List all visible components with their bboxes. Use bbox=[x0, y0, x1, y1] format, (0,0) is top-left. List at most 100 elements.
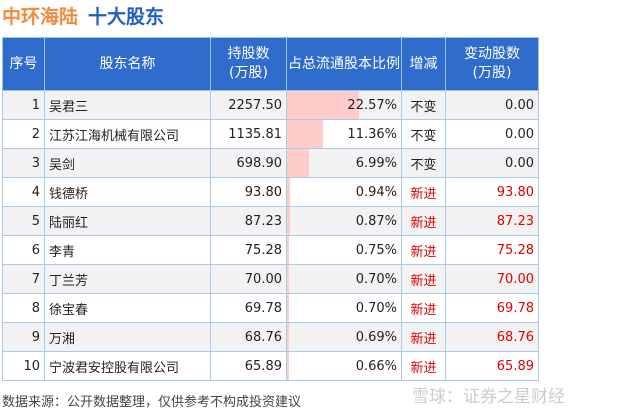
column-header: 序号 bbox=[2, 37, 45, 91]
ratio-cell: 0.94% bbox=[286, 177, 402, 207]
ratio-bar bbox=[287, 149, 310, 177]
shares-held: 93.80 bbox=[210, 177, 287, 207]
change-shares: 75.28 bbox=[445, 235, 539, 265]
shareholder-name: 吴剑 bbox=[44, 148, 211, 178]
ratio-bar bbox=[287, 294, 290, 322]
row-number: 10 bbox=[2, 351, 45, 381]
change-status: 新进 bbox=[401, 322, 446, 352]
ratio-label: 0.70% bbox=[355, 271, 397, 287]
ratio-label: 0.87% bbox=[355, 213, 397, 229]
ratio-cell: 0.87% bbox=[286, 206, 402, 236]
table-row: 9 万湘 68.76 0.69% 新进 68.76 bbox=[2, 322, 539, 352]
change-shares: 0.00 bbox=[445, 119, 539, 149]
ratio-cell: 22.57% bbox=[286, 90, 402, 120]
shares-held: 2257.50 bbox=[210, 90, 287, 120]
shareholders-table: 序号 股东名称 持股数 (万股) 占总流通股本比例 增减 变动股数 (万股) 1 吴君三 … bbox=[2, 37, 539, 381]
ratio-label: 0.66% bbox=[355, 358, 397, 374]
change-shares: 87.23 bbox=[445, 206, 539, 236]
row-number: 7 bbox=[2, 264, 45, 294]
row-number: 4 bbox=[2, 177, 45, 207]
row-number: 9 bbox=[2, 322, 45, 352]
shares-held: 87.23 bbox=[210, 206, 287, 236]
change-status: 新进 bbox=[401, 351, 446, 381]
shares-held: 70.00 bbox=[210, 264, 287, 294]
ratio-bar bbox=[287, 207, 290, 235]
ratio-cell: 6.99% bbox=[286, 148, 402, 178]
column-header: 持股数 (万股) bbox=[210, 37, 287, 91]
table-row: 2 江苏江海机械有限公司 1135.81 11.36% 不变 0.00 bbox=[2, 119, 539, 149]
ratio-cell: 0.66% bbox=[286, 351, 402, 381]
shares-held: 75.28 bbox=[210, 235, 287, 265]
company-name: 中环海陆 bbox=[2, 6, 79, 28]
ratio-bar bbox=[287, 178, 290, 206]
shareholder-name: 江苏江海机械有限公司 bbox=[44, 119, 211, 149]
shares-held: 68.76 bbox=[210, 322, 287, 352]
shareholder-name: 万湘 bbox=[44, 322, 211, 352]
ratio-cell: 0.70% bbox=[286, 293, 402, 323]
column-header: 股东名称 bbox=[44, 37, 211, 91]
shareholder-name: 徐宝春 bbox=[44, 293, 211, 323]
change-status: 新进 bbox=[401, 264, 446, 294]
ratio-cell: 11.36% bbox=[286, 119, 402, 149]
ratio-label: 22.57% bbox=[347, 97, 397, 113]
change-shares: 70.00 bbox=[445, 264, 539, 294]
shareholder-name: 丁兰芳 bbox=[44, 264, 211, 294]
table-row: 7 丁兰芳 70.00 0.70% 新进 70.00 bbox=[2, 264, 539, 294]
ratio-bar bbox=[287, 352, 290, 380]
column-header: 占总流通股本比例 bbox=[286, 37, 402, 91]
change-shares: 0.00 bbox=[445, 90, 539, 120]
change-status: 不变 bbox=[401, 90, 446, 120]
shareholder-name: 钱德桥 bbox=[44, 177, 211, 207]
change-status: 新进 bbox=[401, 177, 446, 207]
ratio-bar bbox=[287, 236, 290, 264]
table-row: 4 钱德桥 93.80 0.94% 新进 93.80 bbox=[2, 177, 539, 207]
column-header: 增减 bbox=[401, 37, 446, 91]
ratio-cell: 0.70% bbox=[286, 264, 402, 294]
table-row: 5 陆丽红 87.23 0.87% 新进 87.23 bbox=[2, 206, 539, 236]
ratio-bar bbox=[287, 91, 360, 119]
table-row: 6 李青 75.28 0.75% 新进 75.28 bbox=[2, 235, 539, 265]
change-shares: 93.80 bbox=[445, 177, 539, 207]
row-number: 1 bbox=[2, 90, 45, 120]
change-shares: 68.76 bbox=[445, 322, 539, 352]
ratio-label: 0.75% bbox=[355, 242, 397, 258]
change-shares: 0.00 bbox=[445, 148, 539, 178]
table-row: 1 吴君三 2257.50 22.57% 不变 0.00 bbox=[2, 90, 539, 120]
shareholder-name: 吴君三 bbox=[44, 90, 211, 120]
row-number: 5 bbox=[2, 206, 45, 236]
shareholder-name: 陆丽红 bbox=[44, 206, 211, 236]
data-source-note: 数据来源：公开数据整理，仅供参考不构成投资建议 bbox=[2, 395, 302, 410]
change-status: 新进 bbox=[401, 235, 446, 265]
ratio-label: 6.99% bbox=[355, 155, 397, 171]
row-number: 2 bbox=[2, 119, 45, 149]
table-row: 8 徐宝春 69.78 0.70% 新进 69.78 bbox=[2, 293, 539, 323]
ratio-bar bbox=[287, 120, 324, 148]
title-subtitle: 十大股东 bbox=[88, 6, 165, 28]
ratio-label: 0.69% bbox=[355, 329, 397, 345]
row-number: 6 bbox=[2, 235, 45, 265]
change-shares: 65.89 bbox=[445, 351, 539, 381]
watermark: 雪球：证券之星财经 bbox=[412, 387, 565, 407]
row-number: 8 bbox=[2, 293, 45, 323]
change-shares: 69.78 bbox=[445, 293, 539, 323]
table-row: 3 吴剑 698.90 6.99% 不变 0.00 bbox=[2, 148, 539, 178]
change-status: 新进 bbox=[401, 293, 446, 323]
row-number: 3 bbox=[2, 148, 45, 178]
ratio-cell: 0.69% bbox=[286, 322, 402, 352]
ratio-bar bbox=[287, 265, 290, 293]
ratio-bar bbox=[287, 323, 290, 351]
shareholder-name: 宁波君安控股有限公司 bbox=[44, 351, 211, 381]
shares-held: 69.78 bbox=[210, 293, 287, 323]
shareholder-name: 李青 bbox=[44, 235, 211, 265]
ratio-label: 0.94% bbox=[355, 184, 397, 200]
shares-held: 698.90 bbox=[210, 148, 287, 178]
change-status: 不变 bbox=[401, 119, 446, 149]
ratio-cell: 0.75% bbox=[286, 235, 402, 265]
chart-title: 中环海陆 十大股东 bbox=[2, 2, 164, 29]
change-status: 新进 bbox=[401, 206, 446, 236]
ratio-label: 11.36% bbox=[347, 126, 397, 142]
column-header: 变动股数 (万股) bbox=[445, 37, 539, 91]
shares-held: 65.89 bbox=[210, 351, 287, 381]
shares-held: 1135.81 bbox=[210, 119, 287, 149]
table-row: 10 宁波君安控股有限公司 65.89 0.66% 新进 65.89 bbox=[2, 351, 539, 381]
